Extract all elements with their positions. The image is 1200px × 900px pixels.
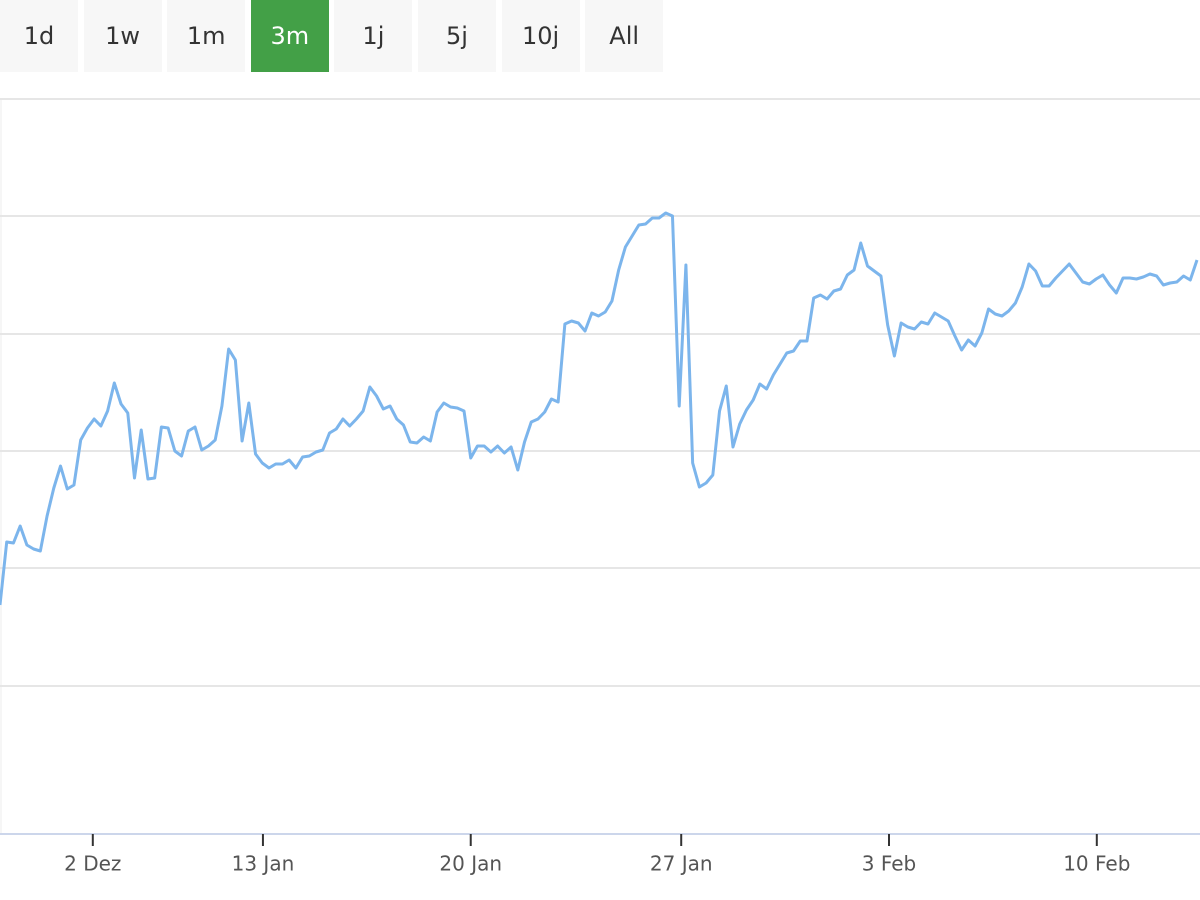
line-series: [0, 211, 1199, 606]
range-button[interactable]: 10j: [501, 0, 580, 72]
range-button[interactable]: 1j: [334, 0, 413, 72]
range-button[interactable]: 1d: [0, 0, 78, 72]
range-button[interactable]: 3m: [250, 0, 329, 72]
x-tick-label: 27 Jan: [650, 852, 713, 876]
range-button[interactable]: 5j: [418, 0, 496, 72]
range-button[interactable]: All: [585, 0, 664, 72]
x-tick-label: 13 Jan: [232, 852, 295, 876]
range-button[interactable]: 1m: [167, 0, 246, 72]
x-tick-label: 2 Dez: [64, 852, 121, 876]
x-tick-label: 20 Jan: [439, 852, 502, 876]
x-tick-label: 3 Feb: [862, 852, 917, 876]
x-tick-label: 10 Feb: [1063, 852, 1130, 876]
range-button[interactable]: 1w: [83, 0, 162, 72]
